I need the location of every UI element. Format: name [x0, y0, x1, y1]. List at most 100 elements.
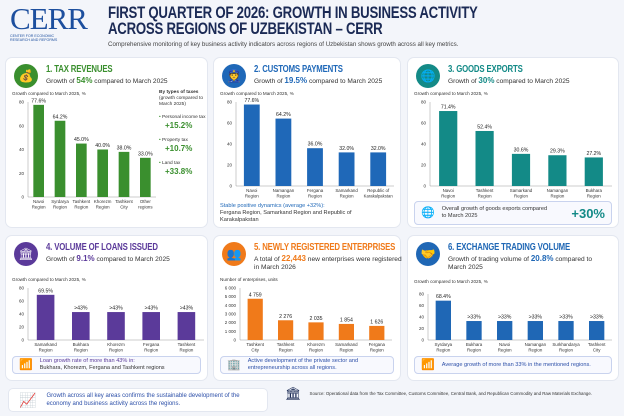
y-tick-label: 6 000: [225, 286, 237, 291]
y-axis-label: Growth compared to March 2025, %: [414, 279, 488, 284]
bar-value-label: 4 759: [249, 292, 262, 298]
bar: [307, 148, 323, 186]
category-label: Samarkand Region: [335, 188, 358, 199]
bar: [558, 321, 574, 340]
category-label: Bukhara Region: [586, 188, 603, 199]
bar: [548, 155, 567, 186]
card-note: Stable positive dynamics (average +32%):…: [220, 202, 352, 223]
bar-value-label: 2 276: [279, 314, 292, 320]
card-customs-payments: 👮 2. CUSTOMS PAYMENTS Growth of 19.5% co…: [213, 57, 401, 228]
page-subtitle: Comprehensive monitoring of key business…: [108, 41, 459, 48]
category-label: Samarkand Region: [34, 342, 57, 353]
category-label: Namangan Region: [525, 342, 547, 353]
bar-value-label: >43%: [144, 306, 158, 312]
bar: [275, 118, 292, 186]
bar-chart: 0 20 40 60 80 77.6% Navoi Region 64.2% Syrdarya Re…: [19, 98, 156, 210]
bar: [338, 323, 354, 340]
y-tick-label: 0: [233, 338, 236, 343]
tax-types-panel: By types of taxes (growth compared to Mar…: [159, 90, 211, 177]
card-new-enterprises: 👥 5. NEWLY REGISTERED ENTERPRISES A tota…: [213, 235, 402, 381]
category-label: Samarkand Region: [335, 342, 358, 353]
globe-icon: 🌐: [421, 206, 435, 219]
bar-chart: 0 20 40 60 80 71.4% Navoi Region 52.4% Tashkent Re…: [421, 100, 612, 199]
card-growth: Growth of 19.5% compared to March 2025: [254, 76, 383, 86]
bar-value-label: 32.0%: [339, 146, 354, 152]
bar-value-label: >33%: [529, 315, 543, 321]
category-label: Tashkent City: [588, 342, 606, 353]
y-axis-label: Growth compared to March 2025, %: [12, 91, 86, 96]
y-tick-label: 20: [19, 325, 25, 330]
tax-type-item: Personal income tax+15.2%: [159, 115, 211, 131]
y-tick-label: 40: [19, 147, 25, 152]
bar-value-label: 1 626: [370, 319, 383, 325]
y-tick-label: 20: [227, 163, 233, 168]
y-tick-label: 40: [19, 312, 25, 317]
card-growth: A total of 22,443 new enterprises were r…: [254, 254, 402, 272]
bar: [107, 312, 125, 340]
bar-value-label: 64.2%: [53, 114, 68, 120]
card-note: 🏢 Active development of the private secto…: [220, 356, 394, 374]
cerr-logo: CERR CENTER FOR ECONOMIC RESEARCH AND RE…: [10, 1, 88, 42]
category-label: Navoi Region: [32, 199, 46, 210]
y-tick-label: 0: [421, 338, 424, 343]
y-tick-label: 0: [21, 338, 24, 343]
card-exchange-trading: 🤝 6. EXCHANGE TRADING VOLUME Growth of t…: [407, 235, 619, 381]
card-growth: Growth of 30% compared to March 2025: [448, 76, 570, 86]
bar: [142, 312, 160, 340]
y-tick-label: 4 000: [225, 303, 237, 308]
category-label: Tashkent City: [246, 342, 264, 353]
y-tick-label: 2 000: [225, 320, 237, 325]
y-tick-label: 80: [421, 100, 427, 105]
category-label: Syrdarya Region: [435, 342, 453, 353]
bar-value-label: 77.6%: [244, 98, 259, 104]
bar-value-label: 71.4%: [441, 105, 456, 111]
bar: [589, 321, 605, 340]
y-tick-label: 80: [19, 286, 25, 291]
growth-chart-icon: 📶: [19, 358, 33, 371]
bar: [177, 312, 196, 340]
y-axis-label: Growth compared to March 2025, %: [220, 91, 294, 96]
page-title: FIRST QUARTER OF 2026: GROWTH IN BUSINES…: [108, 4, 478, 38]
bar: [33, 104, 44, 197]
growth-chart-icon: 📈: [19, 392, 37, 408]
bar: [475, 130, 494, 186]
category-label: Other regions: [138, 199, 153, 210]
category-label: Bukhara Region: [466, 342, 483, 353]
bar-value-label: 32.0%: [371, 146, 386, 152]
source-note: 🏛 Source: Operational data from the Tax C…: [285, 386, 593, 401]
bar-value-label: 77.6%: [31, 98, 46, 104]
category-label: Khorezm Region: [107, 342, 125, 353]
y-tick-label: 60: [419, 303, 425, 308]
bar-value-label: >33%: [559, 315, 573, 321]
category-label: Fergana Region: [307, 188, 324, 199]
y-tick-label: 60: [227, 121, 233, 126]
bar: [439, 111, 458, 186]
bar-value-label: >33%: [467, 315, 481, 321]
bar: [243, 104, 260, 186]
bar: [118, 151, 130, 197]
card-note: 📶 Loan growth rate of more than 43% in: Bu…: [12, 356, 201, 374]
category-label: Navoi Region: [498, 342, 512, 353]
y-tick-label: 80: [227, 100, 233, 105]
bar-value-label: 69.5%: [38, 288, 53, 294]
y-tick-label: 20: [19, 171, 25, 176]
card-note: 📶 Average growth of more than 33% in the …: [414, 356, 612, 374]
y-tick-label: 0: [21, 195, 24, 200]
y-tick-label: 40: [421, 142, 427, 147]
card-loans-issued: 🏛 4. VOLUME OF LOANS ISSUED Growth of 9.…: [5, 235, 208, 381]
y-tick-label: 1 000: [225, 329, 237, 334]
bar: [435, 300, 451, 340]
tax-type-item: Land tax+33.8%: [159, 161, 211, 177]
bar-chart: 0 20 40 60 80 77.6% Navoi Region 64.2% Namangan Re…: [227, 98, 394, 199]
card-growth: Growth of 54% compared to March 2025: [46, 76, 168, 86]
card-growth: Growth of 9.1% compared to March 2025: [46, 254, 170, 264]
bar: [54, 120, 66, 197]
y-tick-label: 60: [19, 123, 25, 128]
bar-value-label: 27.2%: [586, 151, 601, 157]
bank-icon: 🏛: [14, 242, 38, 266]
card-note: 🌐 Overall growth of goods exports compare…: [414, 201, 612, 225]
bank-icon: 🏛: [285, 386, 302, 401]
y-axis-label: Growth compared to March 2025, %: [12, 277, 86, 282]
bar: [466, 321, 482, 340]
y-tick-label: 80: [19, 100, 25, 105]
